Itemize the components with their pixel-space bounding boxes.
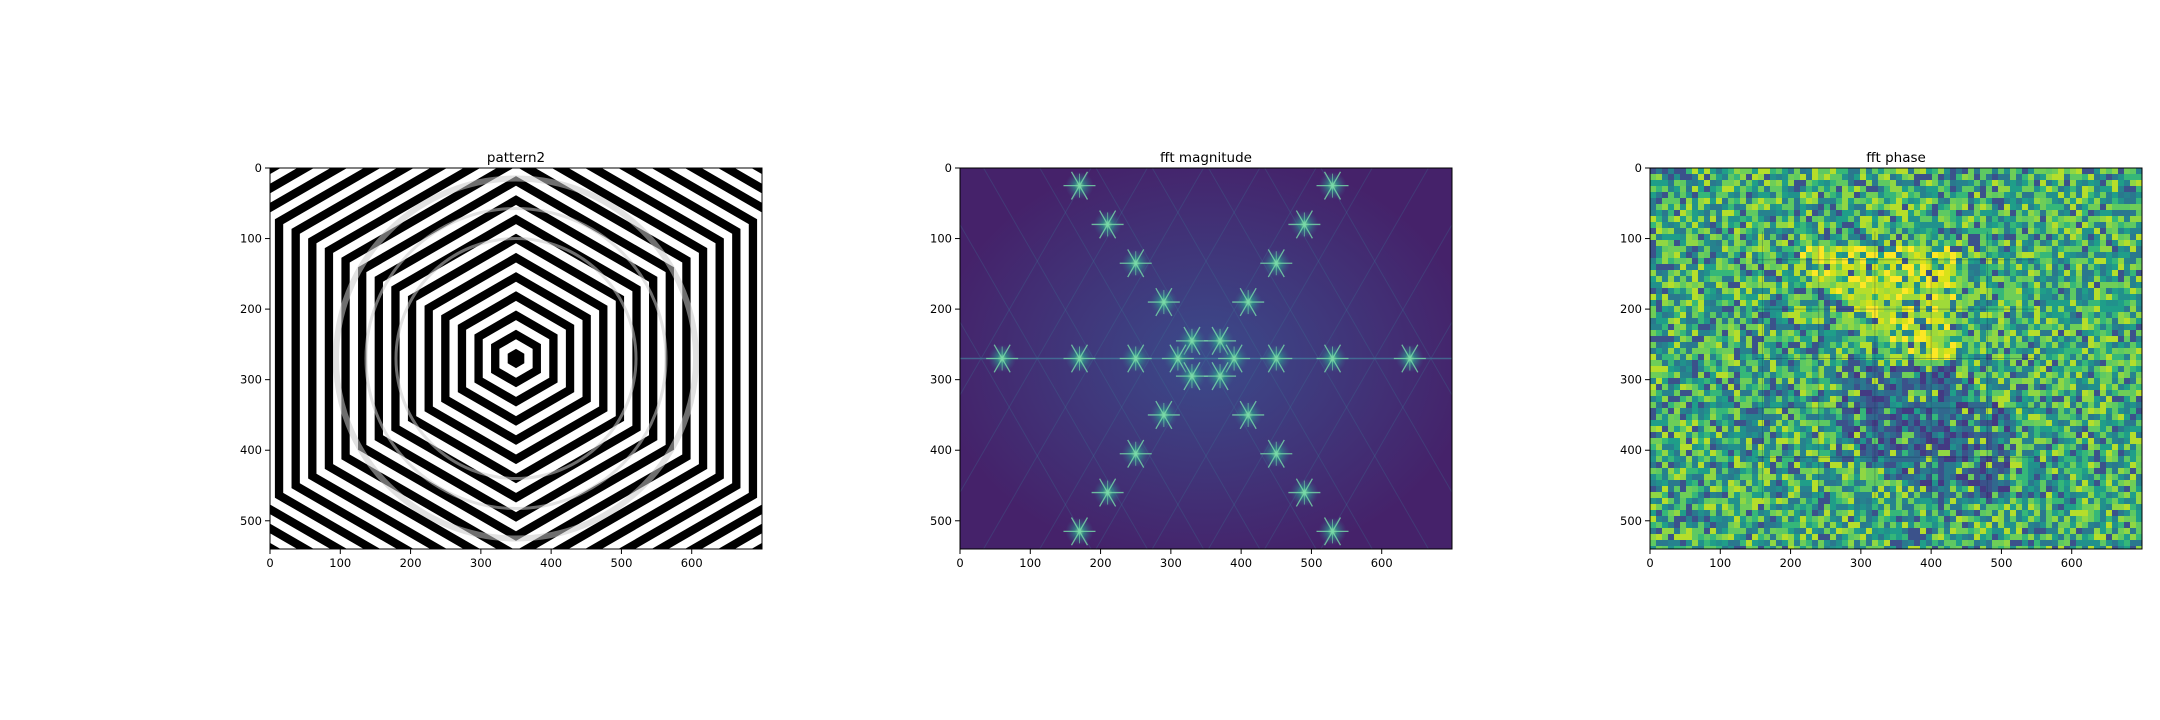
- x-tick-label: 0: [956, 556, 963, 570]
- x-tick-label: 400: [1920, 556, 1942, 570]
- magnitude-peak: [1119, 344, 1152, 373]
- watermark-ring: [364, 207, 668, 510]
- magnitude-peak: [1091, 478, 1124, 507]
- y-tick-label: 300: [930, 373, 952, 387]
- magnitude-peak: [1232, 287, 1265, 317]
- magnitude-peak: [1119, 439, 1152, 468]
- x-tick-label: 600: [1371, 556, 1393, 570]
- x-tick-label: 500: [1990, 556, 2012, 570]
- fft-phase-heatmap: fft phase 0 100 200 300 400 500 600 0 100 200 300 40…: [1620, 150, 2143, 570]
- x-tick-label: 600: [681, 556, 703, 570]
- panel-fft-magnitude: fft magnitude 0 100 200 300 400 500 600 0 100 200 3…: [720, 0, 1453, 720]
- plot-frame: [269, 167, 763, 550]
- x-tick-label: 500: [610, 556, 632, 570]
- magnitude-peak: [1232, 400, 1265, 430]
- magnitude-image: [960, 168, 1452, 549]
- x-tick-label: 100: [1019, 556, 1041, 570]
- magnitude-peak: [1316, 171, 1349, 200]
- pattern2-heatmap: pattern2 0 100 200 300 400 500 600 0 100 200 300 400…: [240, 150, 763, 570]
- watermark-ring: [394, 237, 638, 480]
- x-tick-label: 0: [266, 556, 273, 570]
- watermark-ring: [333, 175, 699, 542]
- plot-frame: [1649, 167, 2143, 550]
- y-tick-label: 500: [930, 514, 952, 528]
- magnitude-peak: [1147, 287, 1180, 317]
- magnitude-peak: [1260, 344, 1293, 373]
- magnitude-peak: [986, 344, 1019, 373]
- plot-frame: [959, 167, 1453, 550]
- y-tick-label: 300: [240, 373, 262, 387]
- chart-title: fft magnitude: [1160, 150, 1252, 166]
- x-tick-label: 300: [1850, 556, 1872, 570]
- x-tick-label: 600: [2061, 556, 2083, 570]
- lattice-line: [960, 223, 1148, 549]
- magnitude-peak: [1147, 400, 1180, 430]
- x-tick-label: 500: [1300, 556, 1322, 570]
- x-tick-label: 100: [1709, 556, 1731, 570]
- y-tick-label: 400: [930, 443, 952, 457]
- y-tick-label: 200: [930, 302, 952, 316]
- x-tick-label: 300: [470, 556, 492, 570]
- pattern-image: [270, 168, 762, 549]
- magnitude-peak: [1063, 171, 1096, 200]
- fft-magnitude-heatmap: fft magnitude 0 100 200 300 400 500 600 0 100 200 3…: [930, 150, 1453, 570]
- magnitude-peak: [1288, 210, 1321, 239]
- x-tick-label: 400: [540, 556, 562, 570]
- y-tick-label: 500: [240, 514, 262, 528]
- x-tick-label: 400: [1230, 556, 1252, 570]
- x-tick-label: 200: [1090, 556, 1112, 570]
- panel-fft-phase: fft phase 0 100 200 300 400 500 600 0 100 200 300 40…: [1440, 0, 2160, 720]
- magnitude-peak: [1260, 439, 1293, 468]
- y-tick-label: 0: [1635, 161, 1642, 175]
- magnitude-peak: [1316, 517, 1349, 546]
- x-tick-label: 0: [1646, 556, 1653, 570]
- magnitude-peak: [1063, 517, 1096, 546]
- magnitude-peak: [1091, 210, 1124, 239]
- magnitude-peak: [1393, 344, 1426, 373]
- chart-title: fft phase: [1866, 150, 1926, 166]
- y-tick-label: 200: [1620, 302, 1642, 316]
- magnitude-peak: [1119, 249, 1152, 278]
- lattice-line: [1095, 168, 1317, 549]
- chart-title: pattern2: [487, 150, 545, 166]
- y-tick-label: 100: [240, 232, 262, 246]
- lattice-line: [960, 320, 1092, 549]
- lattice-line: [1264, 168, 1452, 494]
- phase-image: [1650, 168, 2142, 549]
- magnitude-peak: [1175, 361, 1208, 391]
- y-tick-label: 100: [930, 232, 952, 246]
- x-tick-label: 200: [400, 556, 422, 570]
- y-tick-label: 400: [1620, 443, 1642, 457]
- lattice-line: [1095, 168, 1317, 549]
- lattice-line: [960, 168, 1148, 494]
- panel-pattern2: pattern2 0 100 200 300 400 500 600 0 100 200 300 400…: [0, 0, 763, 720]
- magnitude-peak: [1063, 344, 1096, 373]
- y-tick-label: 200: [240, 302, 262, 316]
- lattice-line: [960, 168, 1092, 397]
- magnitude-peak: [1316, 344, 1349, 373]
- magnitude-peak: [1260, 249, 1293, 278]
- magnitude-peak: [1204, 361, 1237, 391]
- lattice-line: [1320, 320, 1452, 549]
- hexagon-band: [507, 348, 525, 369]
- y-tick-label: 0: [255, 161, 262, 175]
- y-tick-label: 0: [945, 161, 952, 175]
- y-tick-label: 500: [1620, 514, 1642, 528]
- y-tick-label: 100: [1620, 232, 1642, 246]
- x-tick-label: 100: [329, 556, 351, 570]
- lattice-line: [1264, 223, 1452, 549]
- y-tick-label: 400: [240, 443, 262, 457]
- x-tick-label: 300: [1160, 556, 1182, 570]
- magnitude-peak: [1288, 478, 1321, 507]
- lattice-line: [1320, 168, 1452, 397]
- y-tick-label: 300: [1620, 373, 1642, 387]
- x-tick-label: 200: [1780, 556, 1802, 570]
